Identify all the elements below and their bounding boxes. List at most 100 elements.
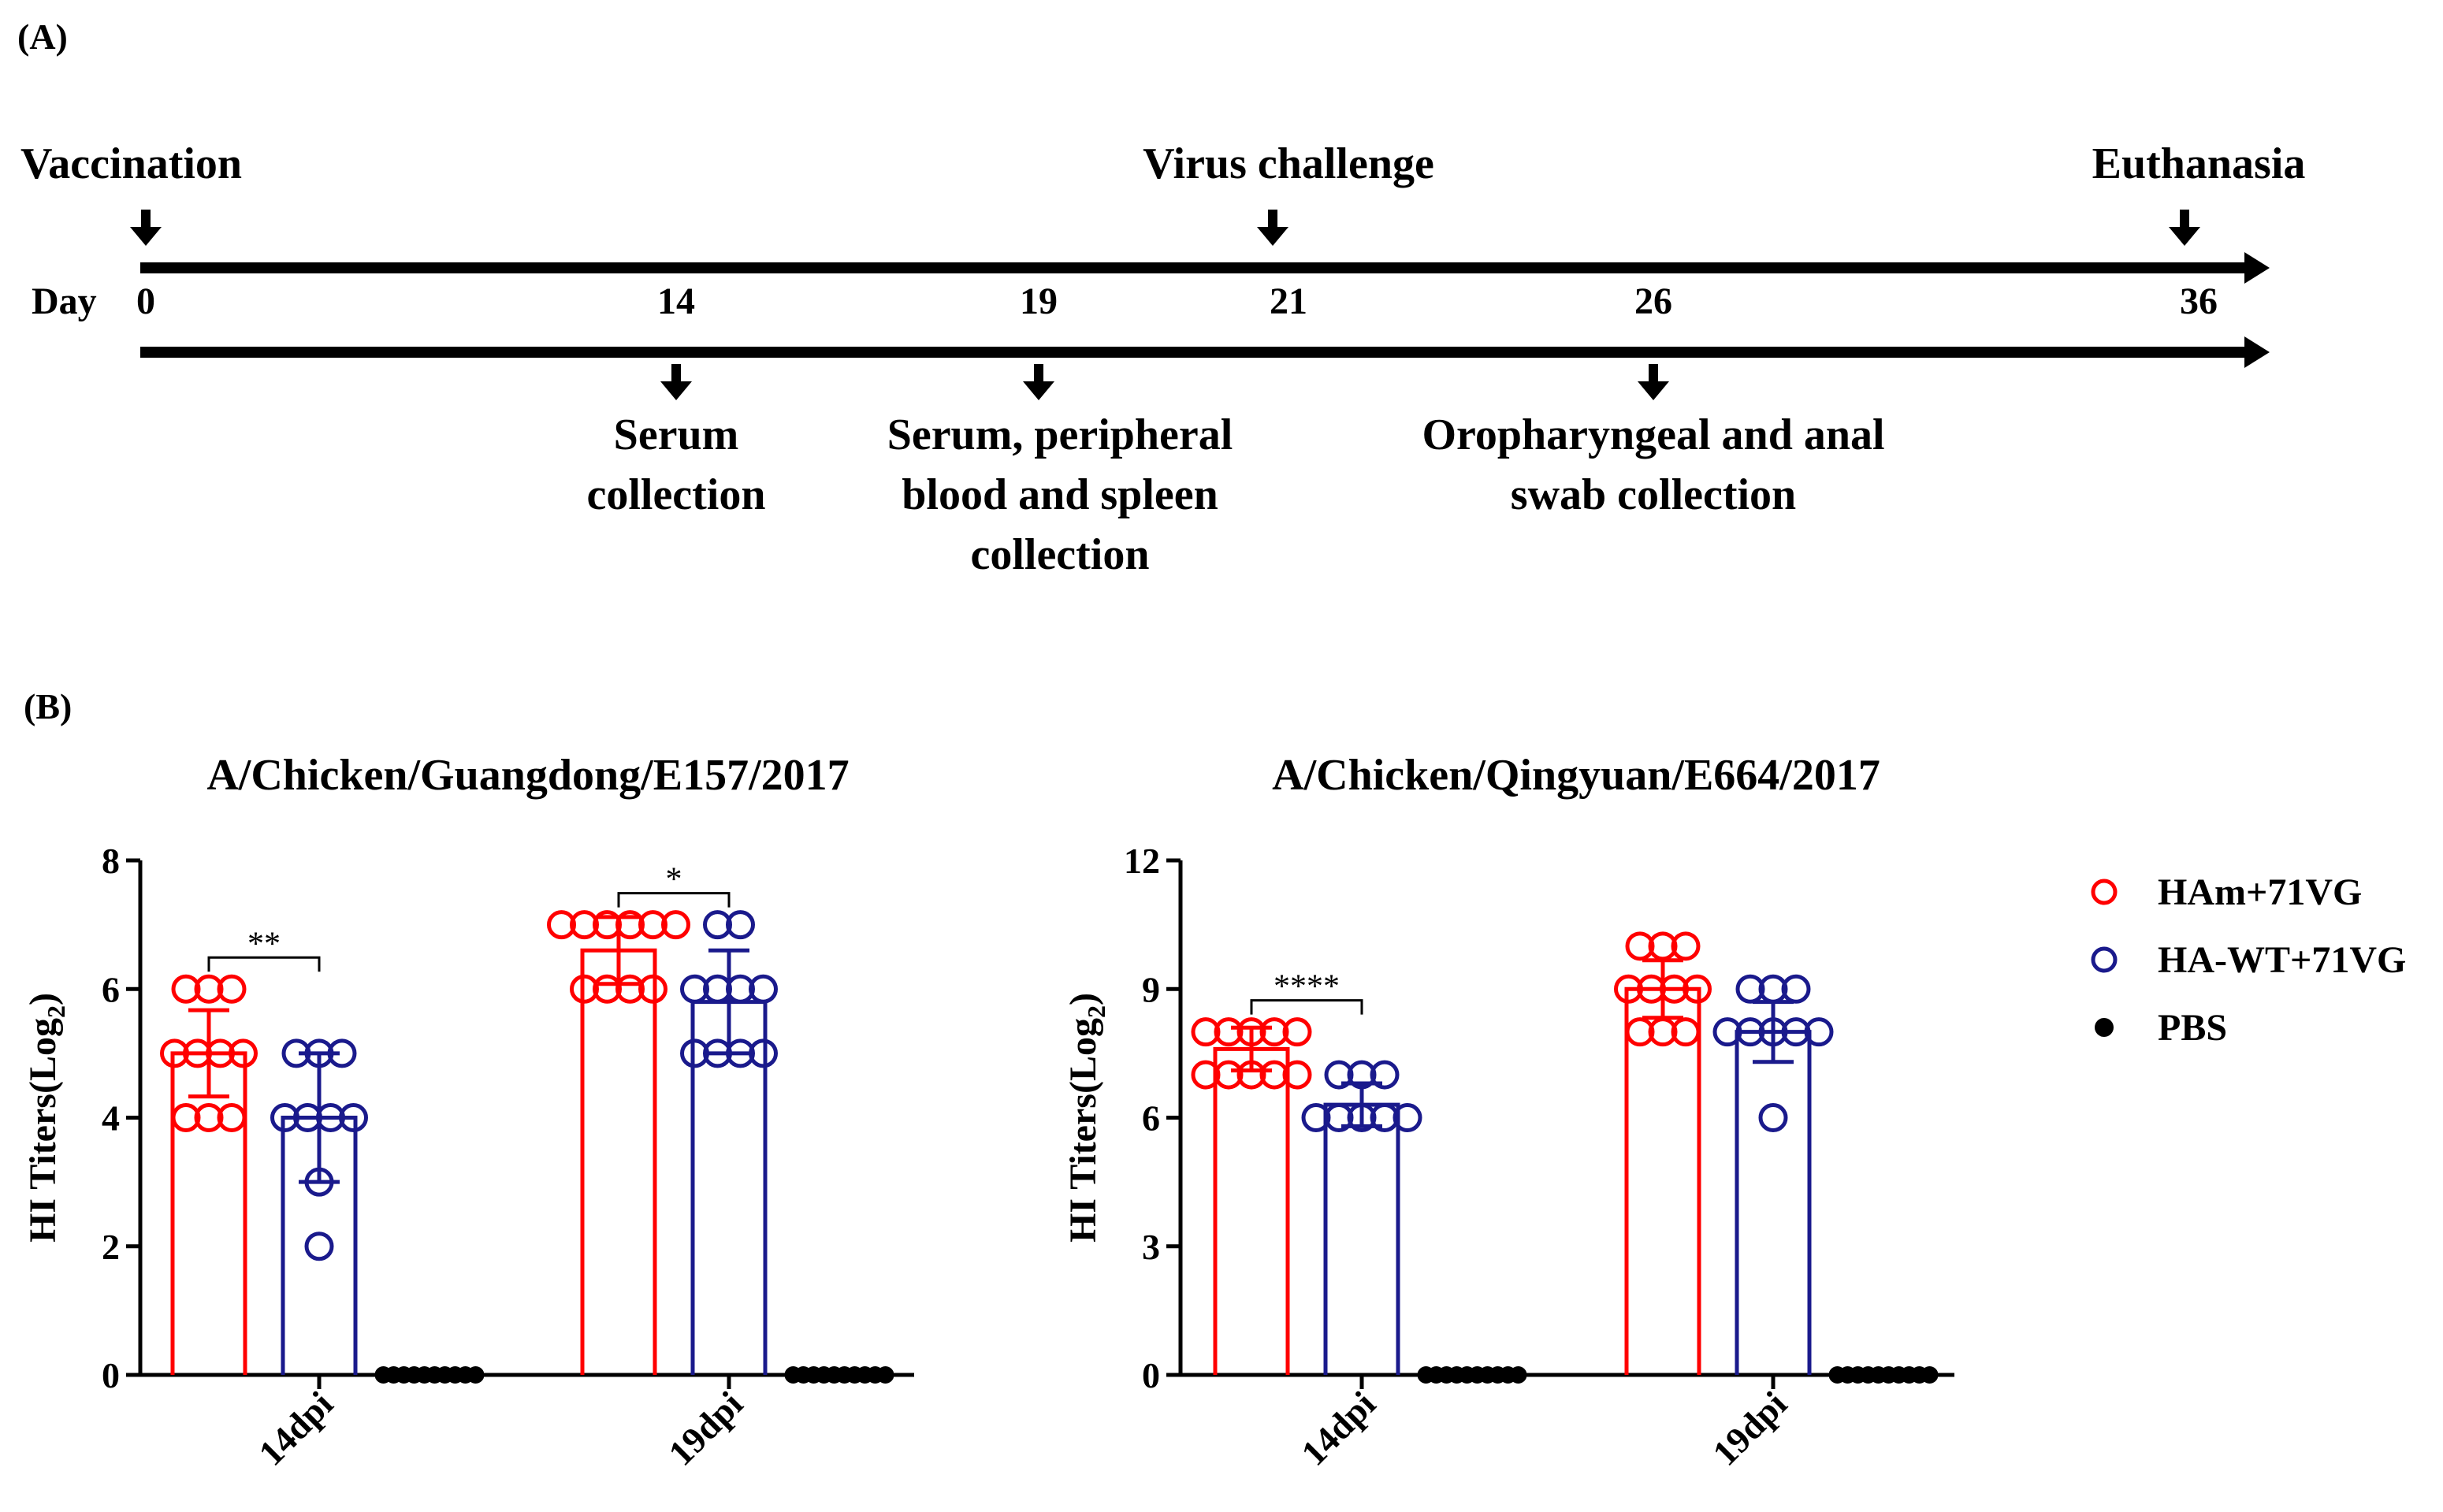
timeline-lower-arrowhead-icon xyxy=(2244,336,2270,368)
chart-title: A/Chicken/Qingyuan/E664/2017 xyxy=(1272,751,1880,800)
bar xyxy=(580,948,657,1375)
data-point xyxy=(1637,974,1666,1004)
data-point xyxy=(194,1103,224,1132)
data-point xyxy=(749,1038,778,1068)
data-point xyxy=(206,1038,235,1068)
data-point xyxy=(1758,1017,1788,1047)
data-point xyxy=(1236,1060,1266,1090)
event-day-14-line-1: collection xyxy=(586,470,765,519)
data-point xyxy=(547,910,576,940)
bottom-events: Serum collection Serum, peripheral blood an… xyxy=(586,411,1884,579)
significance-bracket xyxy=(207,956,321,972)
data-point xyxy=(160,1038,189,1068)
data-point xyxy=(339,1103,368,1132)
legend-marker-2 xyxy=(2095,1018,2114,1037)
event-day-19-line-0: Serum, peripheral xyxy=(887,411,1233,459)
data-point xyxy=(316,1103,345,1132)
data-point xyxy=(1671,1017,1701,1047)
down-arrow-day-26-icon-shaft xyxy=(1649,364,1658,385)
data-point xyxy=(703,910,732,940)
panel-a-timeline: (A) Vaccination Virus challenge Euthanas… xyxy=(17,17,2305,579)
data-point xyxy=(327,1038,357,1068)
day-tick-19: 19 xyxy=(1020,280,1058,322)
data-point xyxy=(1781,1017,1811,1047)
down-arrow-virus-challenge-icon-head xyxy=(1257,227,1288,246)
data-point xyxy=(1625,1017,1655,1047)
event-day-14: Serum collection xyxy=(586,411,765,519)
event-euthanasia: Euthanasia xyxy=(2092,139,2306,188)
day-label: Day xyxy=(32,280,97,322)
down-arrow-vaccination-icon-shaft xyxy=(141,210,151,230)
down-arrow-euthanasia-icon-shaft xyxy=(2180,210,2189,230)
data-point xyxy=(1735,1017,1765,1047)
y-axis-label: HI Titers(Log2) xyxy=(22,993,70,1243)
data-point xyxy=(171,1103,201,1132)
data-point xyxy=(570,910,599,940)
down-arrow-day-14-icon-head xyxy=(660,381,692,400)
significance-label: ** xyxy=(247,926,281,962)
data-point xyxy=(615,910,645,940)
y-axis-label: HI Titers(Log2) xyxy=(1062,993,1110,1243)
data-point xyxy=(1259,1060,1289,1090)
significance-bracket xyxy=(1250,999,1363,1015)
data-point xyxy=(1758,1103,1788,1132)
y-tick-label: 6 xyxy=(1142,1098,1160,1139)
down-arrow-day-14-icon-shaft xyxy=(671,364,681,385)
y-tick-label: 12 xyxy=(1124,841,1160,881)
day-tick-0: 0 xyxy=(136,280,155,322)
data-point xyxy=(703,974,732,1004)
data-point xyxy=(1683,974,1712,1004)
data-point xyxy=(1301,1103,1331,1132)
bar xyxy=(170,1051,247,1375)
y-tick-label: 0 xyxy=(102,1355,120,1395)
data-point xyxy=(1648,1017,1678,1047)
data-point xyxy=(661,910,690,940)
data-point xyxy=(1735,974,1765,1004)
x-tick-label: 19dpi xyxy=(660,1384,750,1473)
data-point xyxy=(304,1038,334,1068)
down-arrow-day-19-icon-shaft xyxy=(1034,364,1043,385)
event-day-26-line-0: Oropharyngeal and anal xyxy=(1422,411,1884,459)
chart-title: A/Chicken/Guangdong/E157/2017 xyxy=(206,751,849,800)
panel-a-label: (A) xyxy=(17,17,68,57)
bar xyxy=(1624,986,1701,1375)
y-tick-label: 4 xyxy=(102,1098,120,1139)
data-point xyxy=(1671,931,1701,961)
data-point xyxy=(1370,1060,1400,1090)
legend-marker-0 xyxy=(2091,879,2118,905)
y-tick-label: 9 xyxy=(1142,969,1160,1009)
data-point xyxy=(570,974,599,1004)
data-point xyxy=(293,1103,322,1132)
data-point xyxy=(217,1103,247,1132)
data-point xyxy=(1625,931,1655,961)
data-point xyxy=(680,1038,709,1068)
event-virus-challenge: Virus challenge xyxy=(1143,139,1434,188)
chart-guangdong: A/Chicken/Guangdong/E157/2017 HI Titers(L… xyxy=(22,751,914,1473)
y-axis-label-main: HI Titers(Log xyxy=(1062,1018,1104,1243)
data-point xyxy=(1191,1017,1221,1047)
data-point xyxy=(1214,1060,1244,1090)
data-point xyxy=(270,1103,299,1132)
data-point xyxy=(1614,974,1643,1004)
data-point xyxy=(217,974,247,1004)
data-point xyxy=(1393,1103,1422,1132)
data-point xyxy=(1758,974,1788,1004)
event-day-19-line-1: blood and spleen xyxy=(902,470,1218,519)
data-point xyxy=(1660,974,1689,1004)
data-point xyxy=(593,974,622,1004)
data-point xyxy=(615,974,645,1004)
data-point xyxy=(183,1038,212,1068)
day-tick-36: 36 xyxy=(2180,280,2218,322)
data-point xyxy=(304,1232,334,1261)
legend-label-2: PBS xyxy=(2158,1007,2227,1049)
event-vaccination: Vaccination xyxy=(20,139,242,188)
significance-label: **** xyxy=(1274,969,1340,1005)
x-tick-label: 14dpi xyxy=(1293,1384,1383,1473)
down-arrow-day-14-icon xyxy=(660,364,692,400)
y-tick-label: 0 xyxy=(1142,1355,1160,1395)
day-tick-21: 21 xyxy=(1270,280,1307,322)
significance-bracket xyxy=(617,892,731,908)
x-tick-label: 19dpi xyxy=(1705,1384,1794,1473)
significance-label: * xyxy=(666,862,682,898)
